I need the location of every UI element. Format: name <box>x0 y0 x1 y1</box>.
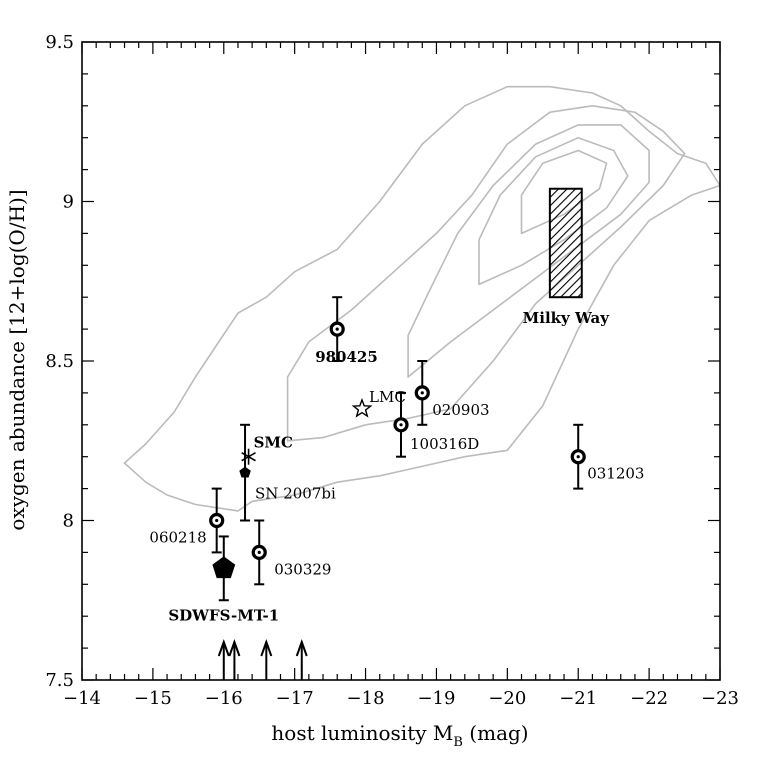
x-tick-label: −19 <box>417 688 455 709</box>
upper-limit-head <box>260 639 273 657</box>
data-point-center <box>576 455 580 459</box>
data-point-center <box>399 423 403 427</box>
y-axis-title: oxygen abundance [12+log(O/H)] <box>5 189 29 530</box>
contour-line-3 <box>407 124 650 378</box>
point-label: SMC <box>254 434 293 452</box>
data-point-center <box>215 518 219 523</box>
milky-way-box <box>548 187 583 299</box>
y-tick-label: 7.5 <box>45 670 74 691</box>
point-label: 060218 <box>149 529 206 547</box>
plot-frame <box>81 41 721 681</box>
point-label: SDWFS-MT-1 <box>168 606 279 624</box>
upper-limit-arrows <box>217 639 308 680</box>
data-point-center <box>420 391 424 395</box>
point-label: 031203 <box>587 465 644 483</box>
x-tick-label: −22 <box>630 688 668 709</box>
x-tick-label: −18 <box>347 688 385 709</box>
x-tick-label: −16 <box>205 688 243 709</box>
milky-way-region: Milky Way <box>523 187 611 327</box>
point-label: 980425 <box>315 348 378 366</box>
point-label: 020903 <box>432 401 489 419</box>
y-tick-label: 9.5 <box>45 32 74 53</box>
data-point-center <box>335 327 339 331</box>
milky-way-label: Milky Way <box>523 309 611 327</box>
data-point-star <box>351 397 373 418</box>
data-point-center <box>257 550 261 555</box>
axes: −14 −15 −16 −17 −18 −19 −20 −21 −22 −23 7.5 8 8.5 9 9.… <box>45 32 739 709</box>
data-point-pentagon-large <box>212 556 236 579</box>
x-axis-title: host luminosity MB (mag) <box>271 721 528 750</box>
x-tick-label: −20 <box>488 688 526 709</box>
data-points: 980425 020903 100316D 031203 060218 030329 LMC… <box>149 296 644 624</box>
point-label: SN 2007bi <box>255 485 336 503</box>
upper-limit-head <box>217 639 230 657</box>
y-tick-label: 8 <box>63 511 74 532</box>
y-tick-label: 8.5 <box>45 351 74 372</box>
x-tick-label: −21 <box>559 688 597 709</box>
contour-line-1 <box>123 85 721 512</box>
point-label: 030329 <box>274 560 331 578</box>
data-point-asterisk <box>241 452 256 462</box>
upper-limit-head <box>228 639 241 657</box>
x-tick-label: −23 <box>701 688 739 709</box>
x-tick-label: −14 <box>63 688 101 709</box>
point-label: 100316D <box>410 435 479 453</box>
upper-limit-head <box>295 639 308 657</box>
x-tick-label: −15 <box>134 688 172 709</box>
x-tick-label: −17 <box>276 688 314 709</box>
y-tick-label: 9 <box>63 192 74 213</box>
contour-line-2 <box>286 105 686 442</box>
point-label: LMC <box>369 388 406 406</box>
data-point-pentagon <box>239 466 251 478</box>
